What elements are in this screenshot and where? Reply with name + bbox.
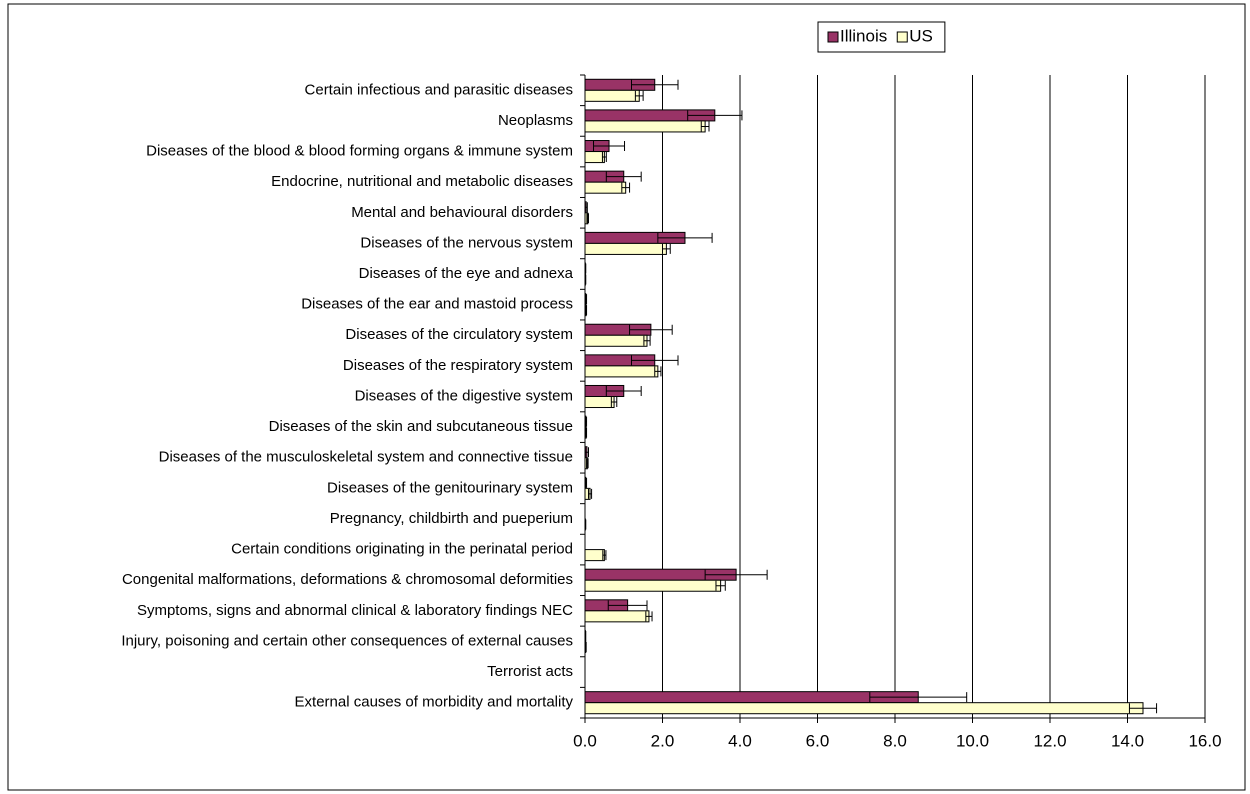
bar: [584, 89, 640, 102]
error-bar: [657, 232, 713, 243]
y-tick-label: Diseases of the digestive system: [355, 387, 573, 404]
error-bar: [584, 641, 587, 652]
x-tick-label: 8.0: [883, 731, 907, 750]
error-bar: [584, 630, 587, 641]
x-tick-label: 12.0: [1033, 731, 1066, 750]
error-bar: [586, 213, 589, 224]
y-tick-label: Terrorist acts: [487, 663, 573, 680]
y-tick-label: External causes of morbidity and mortali…: [295, 694, 574, 711]
error-bar: [662, 243, 671, 254]
legend-swatch: [827, 31, 839, 43]
error-bar: [584, 202, 588, 213]
x-tick-label: 16.0: [1188, 731, 1221, 750]
error-bar: [584, 416, 588, 427]
error-bar: [584, 263, 587, 274]
y-tick-label: Mental and behavioural disorders: [351, 204, 573, 221]
bar: [584, 396, 615, 409]
y-tick-label: Neoplasms: [498, 112, 573, 129]
error-bar: [593, 141, 626, 152]
error-bar: [605, 385, 642, 396]
error-bar: [584, 274, 587, 285]
bar: [584, 181, 627, 194]
error-bar: [585, 305, 588, 316]
error-bar: [1128, 703, 1158, 714]
error-bar: [602, 550, 607, 561]
error-bar: [610, 397, 618, 408]
legend-label: US: [909, 26, 933, 45]
y-tick-label: Diseases of the nervous system: [360, 234, 573, 251]
y-tick-label: Diseases of the blood & blood forming or…: [146, 143, 573, 160]
error-bar: [584, 447, 589, 458]
bar: [584, 702, 1144, 715]
error-bar: [631, 355, 679, 366]
bar: [584, 242, 667, 255]
error-bar: [631, 79, 679, 90]
legend-frame: [817, 21, 946, 53]
x-tick-label: 4.0: [728, 731, 752, 750]
error-bar: [585, 427, 588, 438]
error-bar: [869, 692, 968, 703]
bar: [584, 120, 706, 133]
error-bar: [654, 366, 662, 377]
legend-swatch: [896, 31, 908, 43]
error-bar: [587, 488, 593, 499]
error-bar: [584, 477, 588, 488]
y-tick-label: Congenital malformations, deformations &…: [122, 571, 573, 588]
y-tick-label: Pregnancy, childbirth and pueperium: [330, 510, 573, 527]
y-tick-label: Diseases of the musculoskeletal system a…: [159, 449, 573, 466]
legend-label: Illinois: [840, 26, 887, 45]
error-bar: [601, 152, 607, 163]
y-tick-label: Endocrine, nutritional and metabolic dis…: [271, 173, 573, 190]
bar: [584, 610, 650, 623]
error-bar: [586, 458, 589, 469]
y-tick-label: Diseases of the skin and subcutaneous ti…: [269, 418, 573, 435]
y-tick-label: Diseases of the circulatory system: [345, 326, 573, 343]
error-bar: [645, 611, 653, 622]
y-tick-label: Certain conditions originating in the pe…: [231, 541, 573, 558]
y-tick-label: Certain infectious and parasitic disease…: [305, 81, 573, 98]
bar: [584, 334, 648, 347]
x-tick-label: 10.0: [956, 731, 989, 750]
bar: [584, 549, 605, 562]
bar: [584, 579, 722, 592]
error-bar: [605, 171, 642, 182]
error-bar: [704, 569, 768, 580]
error-bar: [687, 110, 743, 121]
bar: [584, 365, 659, 378]
y-tick-label: Symptoms, signs and abnormal clinical & …: [137, 602, 573, 619]
bar: [584, 151, 605, 164]
error-bar: [715, 580, 726, 591]
error-bar: [634, 90, 644, 101]
error-bar: [643, 335, 651, 346]
x-tick-label: 0.0: [573, 731, 597, 750]
error-bar: [629, 324, 673, 335]
error-bar: [584, 294, 588, 305]
x-tick-label: 14.0: [1111, 731, 1144, 750]
y-tick-label: Diseases of the eye and adnexa: [359, 265, 574, 282]
bar: [584, 691, 919, 704]
error-bar: [700, 121, 710, 132]
y-tick-label: Diseases of the respiratory system: [343, 357, 573, 374]
x-tick-label: 6.0: [806, 731, 830, 750]
error-bar: [621, 182, 631, 193]
y-tick-label: Injury, poisoning and certain other cons…: [121, 632, 573, 649]
x-tick-label: 2.0: [651, 731, 675, 750]
error-bar: [607, 600, 648, 611]
error-bar: [584, 519, 587, 530]
y-tick-label: Diseases of the genitourinary system: [327, 479, 573, 496]
y-tick-label: Diseases of the ear and mastoid process: [301, 296, 573, 313]
